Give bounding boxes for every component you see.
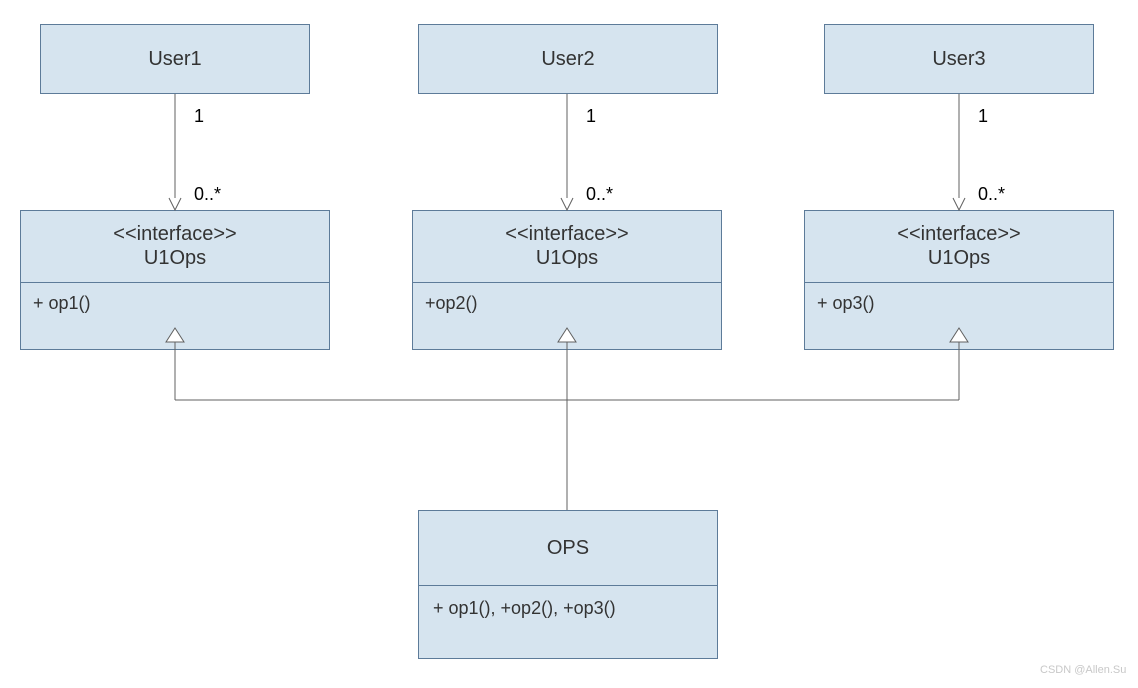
association-edge-3 bbox=[953, 94, 965, 210]
class-ops-operations: + op1(), +op2(), +op3() bbox=[419, 586, 717, 658]
interface-u1ops-b-header: <<interface>> U1Ops bbox=[413, 211, 721, 283]
class-user1-label: User1 bbox=[148, 48, 201, 71]
assoc-user3-bottom-multiplicity: 0..* bbox=[978, 184, 1005, 205]
class-user3-label: User3 bbox=[932, 48, 985, 71]
assoc-user1-top-multiplicity: 1 bbox=[194, 106, 204, 127]
interface-u1ops-c-ops: + op3() bbox=[805, 283, 1113, 349]
association-edge-2 bbox=[561, 94, 573, 210]
assoc-user3-top-multiplicity: 1 bbox=[978, 106, 988, 127]
class-user1: User1 bbox=[40, 24, 310, 94]
interface-u1ops-c: <<interface>> U1Ops + op3() bbox=[804, 210, 1114, 350]
realization-edges bbox=[166, 328, 968, 510]
assoc-user2-top-multiplicity: 1 bbox=[586, 106, 596, 127]
class-user2-label: User2 bbox=[541, 48, 594, 71]
association-edge-1 bbox=[169, 94, 181, 210]
assoc-user2-bottom-multiplicity: 0..* bbox=[586, 184, 613, 205]
interface-u1ops-c-stereotype: <<interface>> bbox=[897, 222, 1020, 246]
interface-u1ops-c-name: U1Ops bbox=[928, 246, 990, 270]
interface-u1ops-a-name: U1Ops bbox=[144, 246, 206, 270]
interface-u1ops-c-header: <<interface>> U1Ops bbox=[805, 211, 1113, 283]
interface-u1ops-b-name: U1Ops bbox=[536, 246, 598, 270]
class-ops-name: OPS bbox=[419, 511, 717, 586]
class-ops: OPS + op1(), +op2(), +op3() bbox=[418, 510, 718, 659]
watermark: CSDN @Allen.Su bbox=[1040, 664, 1126, 676]
interface-u1ops-b: <<interface>> U1Ops +op2() bbox=[412, 210, 722, 350]
interface-u1ops-a-header: <<interface>> U1Ops bbox=[21, 211, 329, 283]
class-user2: User2 bbox=[418, 24, 718, 94]
interface-u1ops-a-ops: + op1() bbox=[21, 283, 329, 349]
interface-u1ops-a-stereotype: <<interface>> bbox=[113, 222, 236, 246]
interface-u1ops-b-stereotype: <<interface>> bbox=[505, 222, 628, 246]
class-user3: User3 bbox=[824, 24, 1094, 94]
assoc-user1-bottom-multiplicity: 0..* bbox=[194, 184, 221, 205]
interface-u1ops-a: <<interface>> U1Ops + op1() bbox=[20, 210, 330, 350]
interface-u1ops-b-ops: +op2() bbox=[413, 283, 721, 349]
